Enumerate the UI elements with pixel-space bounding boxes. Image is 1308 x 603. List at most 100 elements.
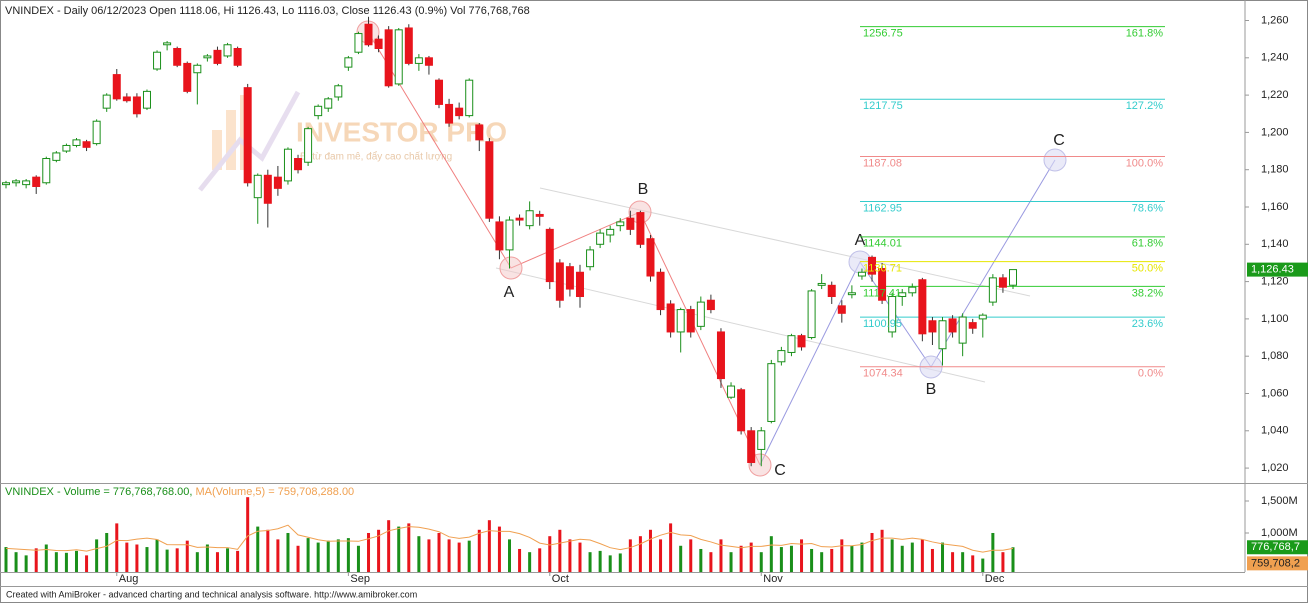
candle-body [424,57,433,66]
volume-bar [54,552,58,572]
candle-body [364,23,373,46]
candle-body [847,292,856,296]
last-ma-badge [1247,556,1308,571]
candle-body [857,271,866,277]
volume-bar [528,552,532,572]
volume-bar [971,555,975,572]
candle-body [757,430,766,450]
volume-bar [24,555,28,572]
x-tick-label: Nov [763,573,783,585]
fib-price-label: 1187.08 [863,157,902,169]
volume-bar [548,536,552,572]
wave-label: C [1053,132,1065,149]
volume-bar [165,549,169,572]
x-tick-label: Aug [119,573,139,585]
fib-ratio-label: 100.0% [1126,157,1164,169]
volume-bar [900,545,904,572]
candle-body [827,284,836,298]
candle-body [807,290,816,339]
last-ma-label: 759,708,2 [1251,557,1300,569]
candle-body [747,430,756,463]
volume-bar [840,539,844,572]
candle-body [173,47,182,66]
volume-bar [236,550,240,572]
fib-price-label: 1100.95 [863,318,902,330]
candle-body [998,277,1007,288]
fib-price-label: 1162.95 [863,202,902,214]
volume-bar [64,552,68,572]
x-tick-label: Oct [552,573,569,585]
volume-bar [981,558,985,572]
y-tick-label: 1,140 [1261,238,1289,250]
candle-body [837,305,846,314]
candle-body [898,292,907,298]
candle-body [505,219,514,251]
volume-bar [85,555,89,572]
candle-body [2,182,10,186]
y-tick-label: 1,000M [1261,527,1298,539]
volume-bar [74,550,78,572]
volume-title-text: VNINDEX - Volume = 776,768,768.00, [5,486,192,498]
candle-body [686,309,695,333]
candle-body [314,105,323,117]
candle-body [535,213,544,217]
fib-price-label: 1144.01 [863,238,902,250]
plot-area [2,16,1165,572]
volume-bar [14,552,18,572]
volume-bar [306,538,310,572]
volume-bar [800,539,804,572]
volume-bar [759,552,763,572]
candle-body [908,286,917,294]
candle-body [787,335,796,353]
candle-body [636,212,645,245]
volume-bar [1011,547,1015,572]
fib-price-label: 1117.41 [863,287,901,299]
volume-bar [497,526,501,572]
volume-bar [709,552,713,572]
last-price-label: 1,126.43 [1251,264,1294,276]
volume-bar [518,548,522,572]
volume-bar [115,523,119,572]
candle-body [82,141,91,148]
y-tick-label: 1,020 [1261,462,1289,474]
volume-title: VNINDEX - Volume = 776,768,768.00, MA(Vo… [5,486,354,498]
volume-bar [447,539,451,572]
candle-body [817,282,826,286]
volume-bar [739,545,743,572]
candle-body [676,309,685,333]
volume-bar [910,542,914,572]
volume-bar [336,539,340,572]
fib-ratio-label: 161.8% [1126,27,1164,39]
fib-ratio-label: 0.0% [1138,368,1163,380]
candle-body [575,271,584,298]
candle-body [696,301,705,327]
volume-bar [860,542,864,572]
volume-bar [870,532,874,572]
y-tick-label: 1,240 [1261,52,1289,64]
volume-bar [779,547,783,572]
volume-bar [316,542,320,572]
candle-body [263,174,272,204]
volume-bar [95,539,99,572]
candle-body [777,350,786,363]
y-tick-label: 1,180 [1261,164,1289,176]
volume-bar [487,520,491,572]
y-tick-label: 1,200 [1261,126,1289,138]
candle-body [565,266,574,290]
volume-bar [749,542,753,572]
volume-bar [175,548,179,572]
volume-bar [155,539,159,572]
candle-body [72,139,81,146]
candle-body [435,79,444,105]
volume-bar [457,542,461,572]
footer: Created with AmiBroker - advanced charti… [6,589,417,599]
candle-body [132,96,141,115]
volume-bar [427,539,431,572]
volume-bar [34,548,38,572]
volume-bar [346,538,350,572]
volume-bar [44,544,48,572]
candle-body [193,64,202,74]
volume-bar [820,552,824,572]
fib-ratio-label: 78.6% [1132,202,1163,214]
candle-body [142,90,151,109]
